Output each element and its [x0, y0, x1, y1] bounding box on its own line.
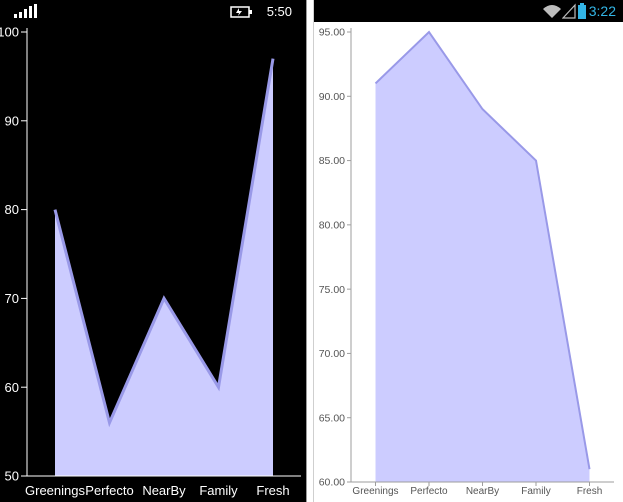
wifi-icon: [543, 5, 561, 18]
android-clock: 3:22: [588, 3, 616, 19]
battery-charging-icon: [230, 6, 252, 18]
y-tick-label: 60: [5, 380, 19, 395]
y-tick-label: 95.00: [319, 27, 345, 39]
x-tick-label: NearBy: [142, 483, 186, 498]
y-tick-label: 85.00: [319, 155, 345, 167]
y-tick-label: 70.00: [319, 348, 345, 360]
y-tick-label: 70: [5, 291, 19, 306]
android-status-bar: 3:22: [314, 0, 623, 22]
y-tick-label: 65.00: [319, 412, 345, 424]
signal-bars-icon: [14, 4, 37, 18]
x-tick-label: NearBy: [466, 486, 499, 497]
x-tick-label: Family: [199, 483, 238, 498]
x-tick-label: Fresh: [577, 486, 603, 497]
wp-clock: 5:50: [266, 4, 292, 19]
y-tick-label: 100: [0, 25, 19, 40]
wp-status-bar: 5:50: [0, 0, 306, 24]
y-tick-label: 75.00: [319, 284, 345, 296]
android-area-chart: 95.00 90.00 85.00 80.00 75.00 70.00 65.00 60.00…: [319, 27, 614, 497]
x-tick-label: Greenings: [352, 486, 398, 497]
x-tick-label: Greenings: [25, 483, 85, 498]
x-tick-label: Perfecto: [410, 486, 448, 497]
battery-icon: [578, 3, 586, 19]
area-fill: [375, 32, 590, 482]
y-tick-label: 90: [5, 113, 19, 128]
x-tick-label: Perfecto: [85, 483, 133, 498]
screen-divider: [307, 0, 313, 502]
y-tick-label: 80: [5, 202, 19, 217]
y-tick-label: 80.00: [319, 220, 345, 232]
no-signal-icon: [562, 3, 576, 19]
x-tick-label: Family: [521, 486, 550, 497]
x-tick-label: Fresh: [256, 483, 289, 498]
area-fill: [55, 58, 273, 476]
android-screen: 3:22 95.00 90.00 85.00 80.00 75.00 70.00 65.00…: [313, 0, 623, 502]
y-tick-label: 60.00: [319, 477, 345, 489]
y-tick-label: 50: [5, 469, 19, 484]
y-tick-label: 90.00: [319, 91, 345, 103]
